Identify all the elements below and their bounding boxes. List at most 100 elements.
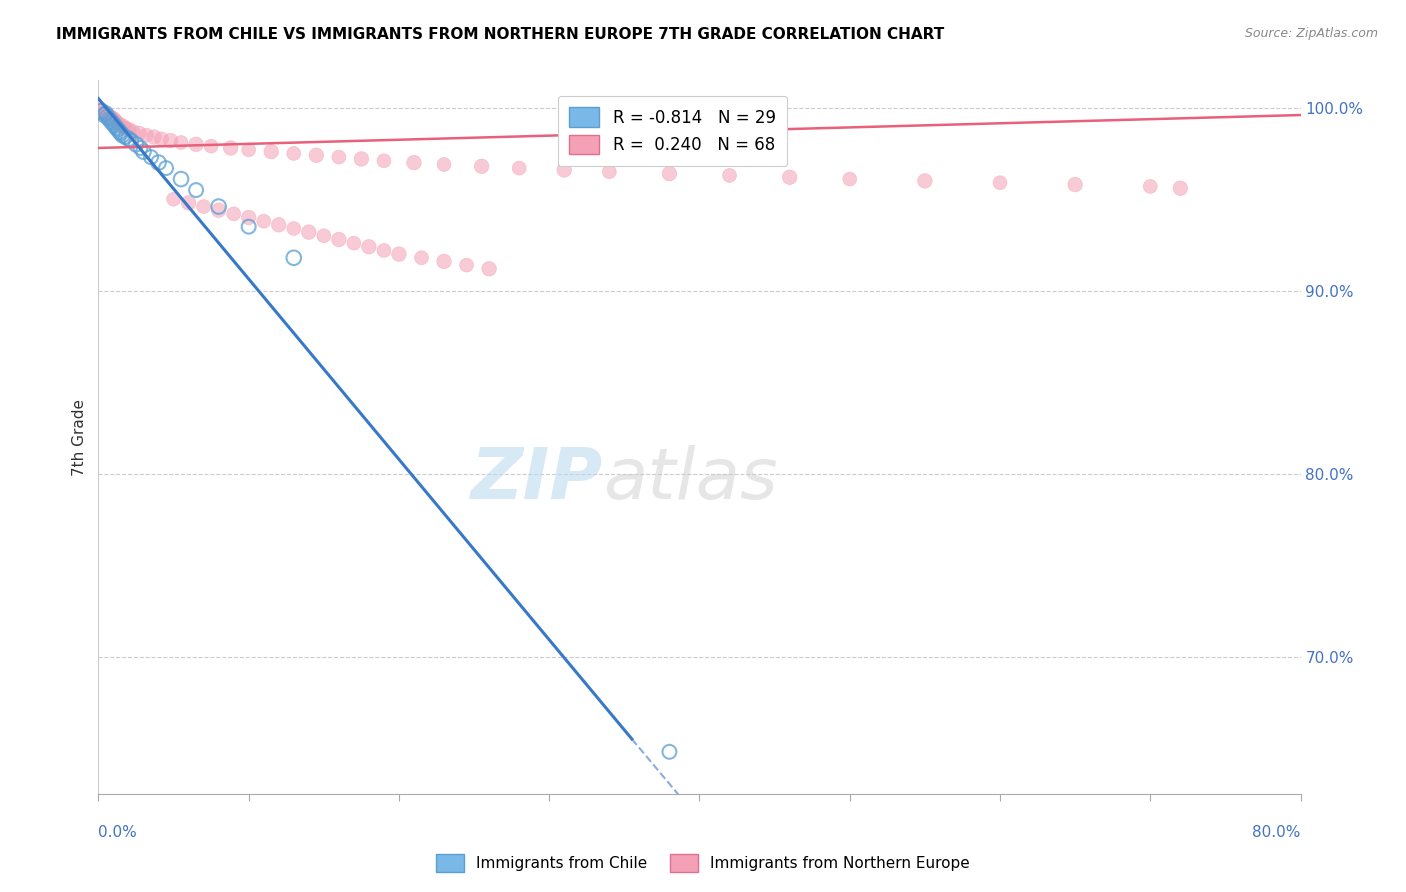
Point xyxy=(111,119,134,133)
Point xyxy=(101,115,124,129)
Point xyxy=(170,136,193,150)
Point xyxy=(718,169,741,183)
Point xyxy=(94,106,117,120)
Point xyxy=(101,112,124,126)
Point xyxy=(267,218,290,232)
Point xyxy=(260,145,283,159)
Point xyxy=(117,132,139,146)
Point xyxy=(373,153,395,168)
Point xyxy=(108,124,131,138)
Point xyxy=(658,167,681,181)
Point xyxy=(122,124,145,138)
Point xyxy=(117,122,139,136)
Point xyxy=(105,115,128,129)
Point xyxy=(200,139,222,153)
Point xyxy=(658,745,681,759)
Point xyxy=(988,176,1011,190)
Point xyxy=(132,145,155,159)
Point xyxy=(104,113,127,128)
Point xyxy=(357,240,380,254)
Point xyxy=(103,117,125,131)
Point xyxy=(139,150,162,164)
Point xyxy=(343,236,366,251)
Y-axis label: 7th Grade: 7th Grade xyxy=(72,399,87,475)
Point xyxy=(283,146,305,161)
Point xyxy=(110,126,132,140)
Point xyxy=(350,152,373,166)
Point xyxy=(253,214,276,228)
Point xyxy=(96,108,118,122)
Point xyxy=(208,203,231,218)
Point xyxy=(1064,178,1087,192)
Point xyxy=(114,130,136,145)
Point xyxy=(105,120,128,135)
Point xyxy=(184,183,207,197)
Point xyxy=(121,134,143,148)
Point xyxy=(162,192,184,206)
Point xyxy=(238,143,260,157)
Point xyxy=(283,251,305,265)
Point xyxy=(97,112,120,126)
Point xyxy=(305,148,328,162)
Point xyxy=(94,108,117,122)
Point xyxy=(91,106,114,120)
Point xyxy=(208,200,231,214)
Point xyxy=(155,161,177,175)
Text: atlas: atlas xyxy=(603,445,778,515)
Point xyxy=(914,174,936,188)
Point xyxy=(478,261,501,276)
Point xyxy=(125,137,148,152)
Text: 0.0%: 0.0% xyxy=(98,825,138,840)
Point xyxy=(104,119,127,133)
Point xyxy=(128,126,150,140)
Point xyxy=(184,137,207,152)
Point xyxy=(97,110,120,124)
Point xyxy=(402,155,425,169)
Point xyxy=(129,141,152,155)
Point xyxy=(159,134,181,148)
Point xyxy=(219,141,242,155)
Text: Source: ZipAtlas.com: Source: ZipAtlas.com xyxy=(1244,27,1378,40)
Point xyxy=(328,150,350,164)
Point xyxy=(328,232,350,246)
Point xyxy=(108,117,131,131)
Point xyxy=(456,258,478,272)
Point xyxy=(96,110,118,124)
Legend: Immigrants from Chile, Immigrants from Northern Europe: Immigrants from Chile, Immigrants from N… xyxy=(430,848,976,878)
Point xyxy=(838,172,860,186)
Text: 80.0%: 80.0% xyxy=(1253,825,1301,840)
Point xyxy=(170,172,193,186)
Point xyxy=(177,195,200,210)
Point xyxy=(283,221,305,235)
Point xyxy=(93,108,115,122)
Point xyxy=(111,128,134,143)
Point xyxy=(135,128,157,143)
Point xyxy=(90,104,112,119)
Point xyxy=(598,165,620,179)
Point xyxy=(107,122,129,136)
Point xyxy=(471,159,494,173)
Point xyxy=(93,106,115,120)
Point xyxy=(388,247,411,261)
Text: ZIP: ZIP xyxy=(471,445,603,515)
Point xyxy=(150,132,173,146)
Point xyxy=(373,244,395,258)
Point xyxy=(433,157,456,171)
Point xyxy=(89,103,111,117)
Point xyxy=(100,113,122,128)
Point xyxy=(553,163,575,178)
Point xyxy=(100,110,122,124)
Point xyxy=(103,112,125,126)
Point xyxy=(90,104,112,119)
Text: IMMIGRANTS FROM CHILE VS IMMIGRANTS FROM NORTHERN EUROPE 7TH GRADE CORRELATION C: IMMIGRANTS FROM CHILE VS IMMIGRANTS FROM… xyxy=(56,27,945,42)
Point xyxy=(193,200,215,214)
Point xyxy=(143,130,166,145)
Point xyxy=(433,254,456,268)
Point xyxy=(312,228,335,243)
Legend: R = -0.814   N = 29, R =  0.240   N = 68: R = -0.814 N = 29, R = 0.240 N = 68 xyxy=(558,95,787,166)
Point xyxy=(779,170,801,185)
Point xyxy=(222,207,245,221)
Point xyxy=(508,161,530,175)
Point xyxy=(1170,181,1192,195)
Point xyxy=(411,251,433,265)
